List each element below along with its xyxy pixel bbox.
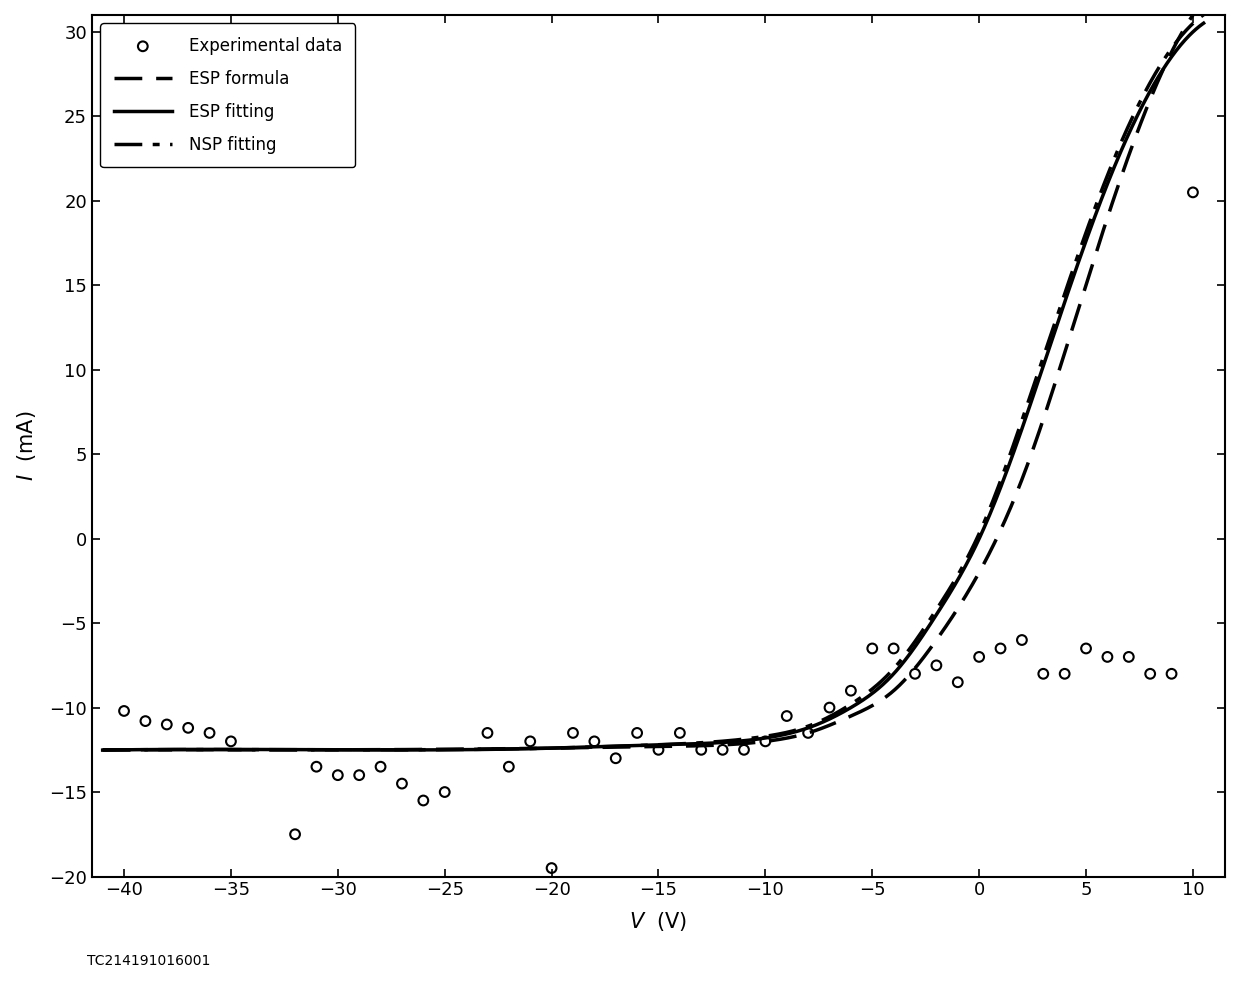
Experimental data: [435, 784, 455, 800]
Experimental data: [1076, 640, 1096, 656]
ESP formula: [852, 706, 867, 718]
Experimental data: [114, 703, 134, 719]
Experimental data: [991, 640, 1011, 656]
ESP fitting: [954, 568, 968, 580]
NSP fitting: [207, 744, 222, 756]
Experimental data: [498, 759, 518, 775]
NSP fitting: [973, 524, 988, 535]
Experimental data: [285, 826, 305, 842]
ESP fitting: [851, 697, 866, 708]
Experimental data: [200, 725, 219, 741]
NSP fitting: [541, 742, 556, 754]
Experimental data: [371, 759, 391, 775]
Experimental data: [157, 716, 177, 732]
Experimental data: [477, 725, 497, 741]
Text: TC214191016001: TC214191016001: [87, 954, 210, 968]
Experimental data: [1055, 666, 1075, 682]
Line: ESP fitting: ESP fitting: [103, 23, 1204, 750]
NSP fitting: [1197, 9, 1211, 21]
Experimental data: [542, 861, 562, 876]
Experimental data: [713, 742, 733, 758]
Experimental data: [1012, 632, 1032, 648]
Experimental data: [670, 725, 689, 741]
Experimental data: [627, 725, 647, 741]
Experimental data: [970, 649, 990, 665]
ESP formula: [955, 596, 970, 608]
ESP fitting: [541, 742, 556, 754]
Experimental data: [799, 725, 818, 741]
Experimental data: [692, 742, 712, 758]
Line: NSP fitting: NSP fitting: [103, 15, 1204, 750]
Experimental data: [926, 657, 946, 673]
Experimental data: [135, 713, 155, 729]
ESP fitting: [973, 529, 988, 540]
Experimental data: [1118, 649, 1138, 665]
Experimental data: [413, 792, 433, 808]
Experimental data: [755, 733, 775, 749]
ESP formula: [975, 561, 990, 573]
Experimental data: [392, 776, 412, 791]
Experimental data: [606, 750, 626, 766]
Experimental data: [841, 683, 861, 699]
Experimental data: [734, 742, 754, 758]
NSP fitting: [580, 741, 595, 753]
ESP formula: [207, 744, 222, 756]
Experimental data: [1183, 185, 1203, 201]
Experimental data: [327, 768, 347, 783]
ESP fitting: [1197, 17, 1211, 29]
Experimental data: [820, 700, 839, 715]
Experimental data: [1141, 666, 1161, 682]
ESP formula: [582, 742, 596, 754]
Experimental data: [350, 768, 370, 783]
NSP fitting: [954, 563, 968, 575]
ESP formula: [95, 744, 110, 756]
Experimental data: [1033, 666, 1053, 682]
NSP fitting: [95, 744, 110, 756]
Legend: Experimental data, ESP formula, ESP fitting, NSP fitting: Experimental data, ESP formula, ESP fitt…: [100, 24, 355, 167]
Experimental data: [905, 666, 925, 682]
ESP fitting: [95, 744, 110, 756]
Line: ESP formula: ESP formula: [103, 1, 1204, 750]
ESP formula: [247, 744, 262, 756]
X-axis label: $V$  (V): $V$ (V): [630, 911, 688, 934]
Experimental data: [306, 759, 326, 775]
Experimental data: [521, 733, 541, 749]
Experimental data: [1162, 666, 1182, 682]
Experimental data: [584, 733, 604, 749]
Experimental data: [179, 720, 198, 736]
NSP fitting: [851, 694, 866, 705]
ESP formula: [542, 742, 557, 754]
Experimental data: [947, 675, 967, 691]
ESP formula: [1197, 0, 1211, 7]
Experimental data: [649, 742, 668, 758]
Experimental data: [862, 640, 882, 656]
Experimental data: [776, 708, 796, 724]
Experimental data: [563, 725, 583, 741]
Experimental data: [221, 733, 241, 749]
Y-axis label: $I$  (mA): $I$ (mA): [15, 410, 38, 481]
Experimental data: [884, 640, 904, 656]
ESP fitting: [580, 741, 595, 753]
Experimental data: [1097, 649, 1117, 665]
ESP fitting: [207, 743, 222, 755]
